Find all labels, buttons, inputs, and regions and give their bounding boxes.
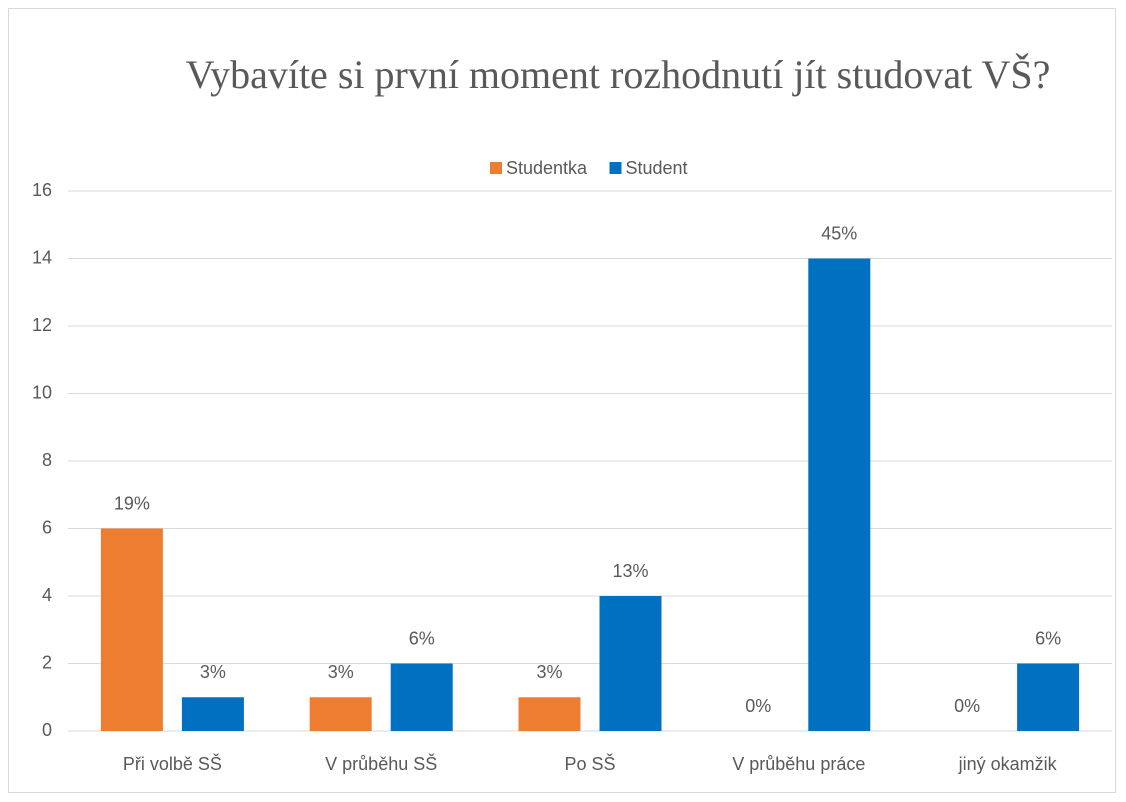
legend-swatch	[609, 162, 622, 174]
legend-label: Student	[626, 158, 688, 178]
bar	[518, 697, 581, 731]
data-label: 45%	[821, 223, 857, 243]
bar	[1017, 663, 1080, 731]
x-tick-label: V průběhu SŠ	[325, 753, 437, 774]
y-tick-label: 8	[42, 450, 52, 470]
y-tick-label: 12	[32, 315, 52, 335]
y-tick-label: 14	[32, 247, 52, 267]
bar	[390, 663, 453, 731]
bar	[599, 596, 662, 731]
y-tick-label: 10	[32, 382, 52, 402]
data-label: 6%	[1035, 628, 1061, 648]
data-label: 19%	[114, 493, 150, 513]
y-tick-label: 4	[42, 585, 52, 605]
y-tick-label: 0	[42, 720, 52, 740]
y-tick-label: 16	[32, 180, 52, 200]
x-tick-label: V průběhu práce	[732, 754, 865, 774]
y-tick-label: 2	[42, 652, 52, 672]
x-tick-label: Při volbě SŠ	[123, 753, 222, 774]
data-label: 3%	[536, 662, 562, 682]
bar	[100, 528, 163, 731]
data-label: 3%	[200, 662, 226, 682]
data-label: 3%	[328, 662, 354, 682]
bar	[181, 697, 244, 731]
legend-label: Studentka	[506, 158, 588, 178]
bar	[309, 697, 372, 731]
y-tick-label: 6	[42, 517, 52, 537]
data-label: 6%	[409, 628, 435, 648]
x-tick-label: Po SŠ	[564, 753, 615, 774]
data-label: 0%	[745, 696, 771, 716]
chart-title: Vybavíte si první moment rozhodnutí jít …	[185, 52, 1051, 97]
data-label: 13%	[612, 561, 648, 581]
x-tick-label: jiný okamžik	[958, 754, 1058, 774]
bar	[808, 258, 871, 731]
legend-swatch	[490, 162, 502, 174]
data-label: 0%	[954, 696, 980, 716]
chart-frame	[8, 8, 1116, 793]
